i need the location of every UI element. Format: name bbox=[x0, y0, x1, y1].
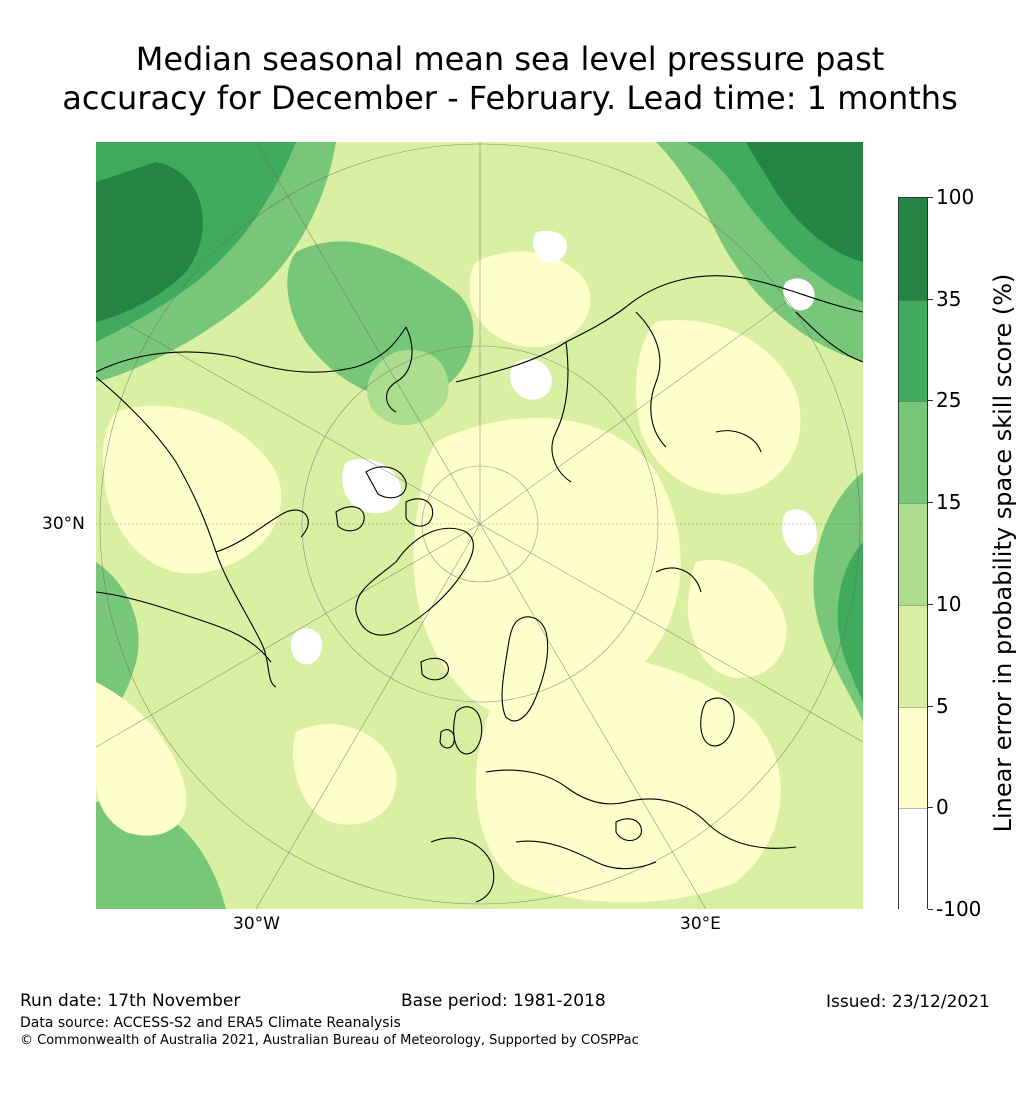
colorbar-segment bbox=[899, 503, 927, 606]
copyright: © Commonwealth of Australia 2021, Austra… bbox=[20, 1033, 639, 1048]
colorbar-tick-mark bbox=[928, 603, 933, 605]
colorbar-title-text: Linear error in probability space skill … bbox=[989, 273, 1017, 833]
colorbar-tick-mark bbox=[928, 298, 933, 300]
colorbar-separator bbox=[899, 401, 927, 403]
polar-map bbox=[95, 141, 864, 910]
lat-label-30n: 30°N bbox=[42, 514, 85, 534]
colorbar-segment bbox=[899, 808, 927, 911]
colorbar-tick-label: 0 bbox=[936, 795, 949, 820]
map-svg bbox=[95, 141, 864, 910]
colorbar-tick-label: 15 bbox=[936, 490, 962, 515]
colorbar-tick-label: 35 bbox=[936, 286, 962, 311]
issued-date: Issued: 23/12/2021 bbox=[826, 992, 990, 1012]
colorbar-tick-label: 100 bbox=[936, 185, 975, 209]
colorbar-separator bbox=[899, 503, 927, 505]
colorbar-segment bbox=[899, 198, 927, 301]
colorbar-tick-mark bbox=[928, 705, 933, 707]
colorbar-tick-label: 10 bbox=[936, 591, 962, 616]
colorbar-separator bbox=[899, 706, 927, 708]
data-source: Data source: ACCESS-S2 and ERA5 Climate … bbox=[20, 1015, 401, 1031]
colorbar-tick-mark bbox=[928, 197, 933, 198]
colorbar-tick-mark bbox=[928, 909, 933, 910]
lon-label-30e: 30°E bbox=[680, 914, 721, 934]
colorbar-separator bbox=[899, 604, 927, 606]
title-line-2: accuracy for December - February. Lead t… bbox=[62, 79, 958, 117]
colorbar-segment bbox=[899, 604, 927, 708]
colorbar-separator bbox=[899, 299, 927, 301]
colorbar-segment bbox=[899, 299, 927, 402]
colorbar-segment bbox=[899, 706, 927, 809]
title-line-1: Median seasonal mean sea level pressure … bbox=[135, 40, 885, 78]
coastlines bbox=[95, 275, 864, 903]
colorbar-tick-mark bbox=[928, 502, 933, 504]
colorbar-tick-label: -100 bbox=[936, 897, 982, 921]
colorbar-tick-label: 25 bbox=[936, 388, 962, 413]
colorbar-tick-mark bbox=[928, 400, 933, 402]
chart-title: Median seasonal mean sea level pressure … bbox=[0, 40, 1020, 118]
colorbar-tick-mark bbox=[928, 807, 933, 809]
colorbar-tick-label: 5 bbox=[936, 693, 949, 718]
lon-label-30w: 30°W bbox=[233, 914, 280, 934]
base-period: Base period: 1981-2018 bbox=[401, 991, 606, 1011]
skill-score-field bbox=[96, 142, 863, 909]
graticule bbox=[95, 141, 864, 910]
run-date: Run date: 17th November bbox=[20, 991, 241, 1011]
colorbar bbox=[898, 197, 928, 911]
colorbar-segment bbox=[899, 401, 927, 504]
colorbar-separator bbox=[899, 808, 927, 810]
